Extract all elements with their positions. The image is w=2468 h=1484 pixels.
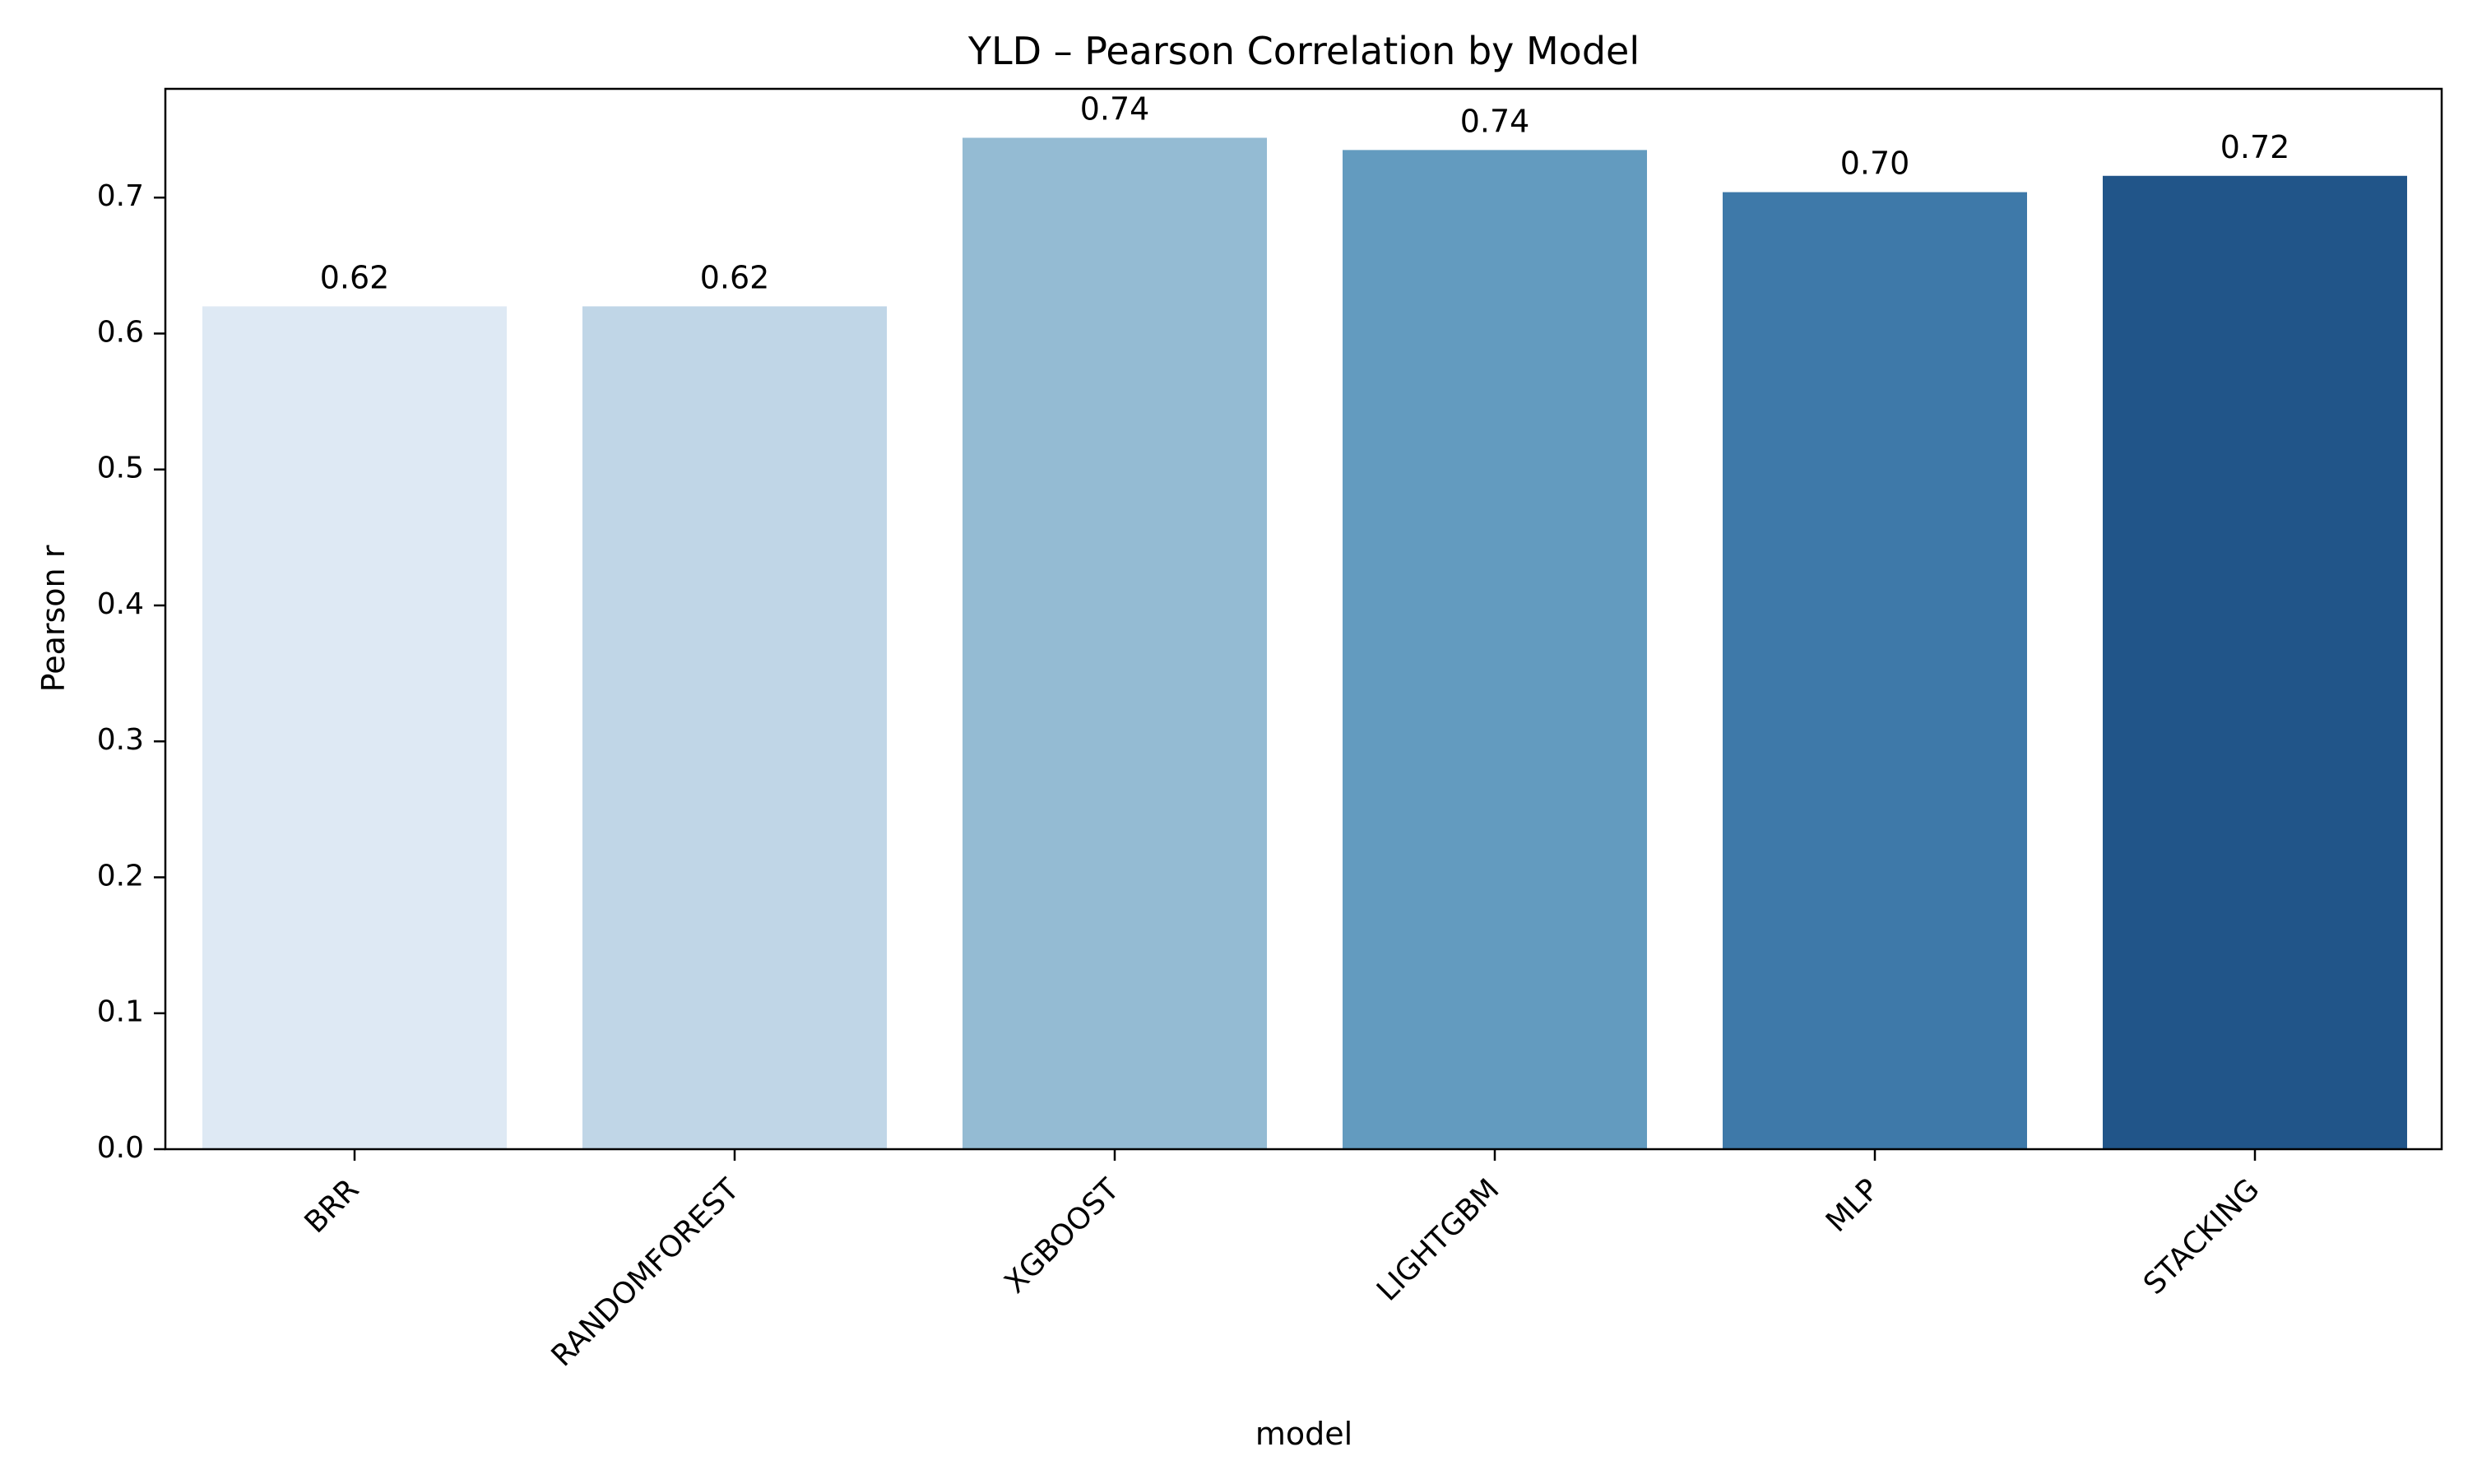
bar-brr (202, 306, 507, 1149)
y-tick-label: 0.7 (97, 179, 144, 213)
y-axis-title: Pearson r (35, 545, 72, 692)
x-tick-label-randomforest: RANDOMFOREST (545, 1172, 747, 1374)
x-axis-title: model (1255, 1416, 1352, 1452)
y-tick-label: 0.1 (97, 995, 144, 1029)
x-tick-label-xgboost: XGBOOST (998, 1172, 1126, 1301)
x-axis: BRR RANDOMFOREST XGBOOST LIGHTGBM MLP STACKIN… (299, 1149, 2266, 1373)
y-tick-label: 0.3 (97, 723, 144, 757)
bars-layer (202, 137, 2407, 1150)
data-label-brr: 0.62 (320, 259, 390, 295)
bar-stacking (2103, 175, 2407, 1149)
chart-title: YLD – Pearson Correlation by Model (967, 29, 1640, 73)
bar-mlp (1723, 192, 2027, 1150)
bar-xgboost (963, 137, 1267, 1149)
y-tick-label: 0.6 (97, 315, 144, 349)
y-axis: 0.0 0.1 0.2 0.3 0.4 0.5 0.6 0.7 (97, 179, 165, 1165)
x-tick-label-mlp: MLP (1820, 1172, 1886, 1238)
x-tick-label-stacking: STACKING (2137, 1172, 2266, 1301)
data-label-mlp: 0.70 (1840, 146, 1910, 182)
data-label-randomforest: 0.62 (700, 259, 770, 295)
data-label-lightgbm: 0.74 (1460, 103, 1530, 139)
data-label-stacking: 0.72 (2220, 129, 2290, 165)
bar-lightgbm (1343, 150, 1647, 1150)
x-tick-label-brr: BRR (299, 1172, 366, 1240)
y-tick-label: 0.4 (97, 587, 144, 621)
x-tick-label-lightgbm: LIGHTGBM (1371, 1172, 1505, 1307)
plot-frame (164, 87, 2443, 1151)
y-tick-label: 0.5 (97, 452, 144, 485)
data-labels-layer: 0.62 0.62 0.74 0.74 0.70 0.72 (320, 90, 2290, 295)
y-tick-label: 0.0 (97, 1131, 144, 1165)
y-tick-label: 0.2 (97, 859, 144, 893)
bar-randomforest (582, 306, 887, 1149)
data-label-xgboost: 0.74 (1080, 90, 1150, 127)
